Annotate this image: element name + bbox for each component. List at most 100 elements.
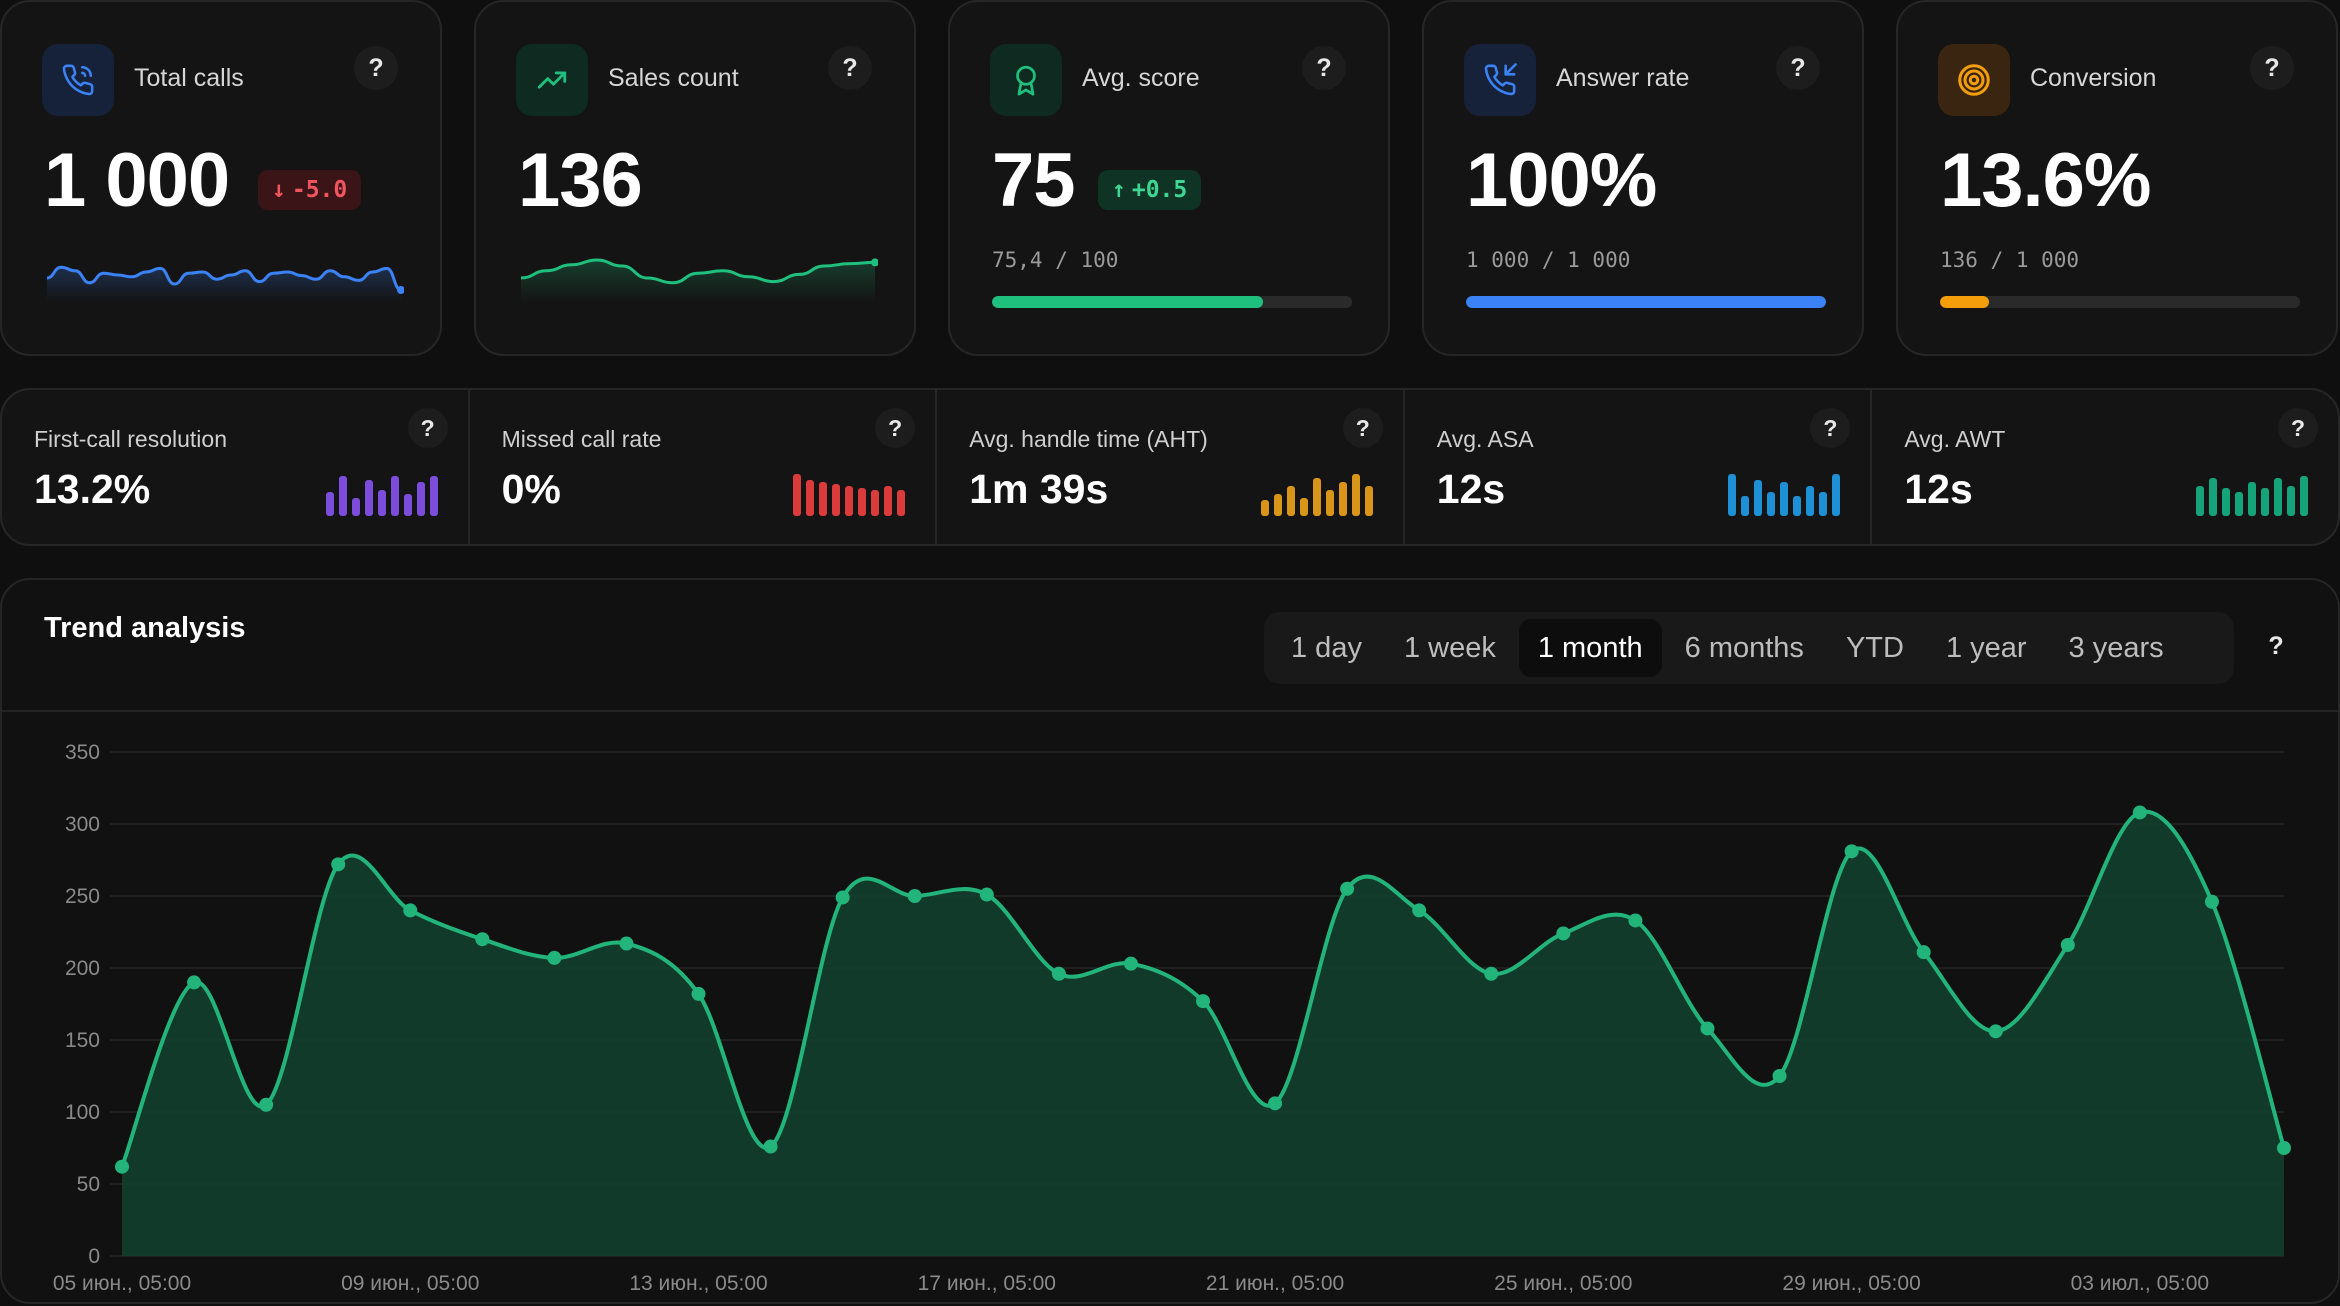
data-point[interactable] [907,889,922,903]
data-point[interactable] [1700,1021,1715,1036]
mini-bar [1312,478,1321,516]
y-tick-label: 300 [65,813,100,836]
mini-bar [2273,478,2282,516]
x-tick-label: 03 июл., 05:00 [2071,1272,2210,1295]
help-button[interactable]: ? [1776,46,1820,90]
data-point[interactable] [2204,894,2219,909]
data-point[interactable] [547,950,562,965]
mini-bar [1728,474,1737,516]
help-button[interactable]: ? [1342,408,1383,448]
mini-bar [1260,500,1269,516]
metric-title: Avg. handle time (AHT) [969,426,1208,452]
data-point[interactable] [1844,844,1859,859]
data-point[interactable] [1196,994,1210,1009]
data-point[interactable] [115,1159,129,1174]
target-icon [1938,44,2010,116]
help-button[interactable]: ? [354,46,398,90]
help-button[interactable]: ? [1302,46,1346,90]
phone-incoming-icon [1464,44,1536,116]
trend-help-button[interactable]: ? [2268,631,2284,660]
data-point[interactable] [2277,1141,2291,1155]
data-point[interactable] [1268,1096,1283,1111]
y-tick-label: 350 [65,741,100,764]
mini-bar [2260,488,2269,516]
mini-bar [377,490,386,516]
data-point[interactable] [1484,966,1499,981]
progress-fill [1940,296,1989,308]
data-point[interactable] [2060,937,2075,952]
mini-bar [364,480,373,516]
mini-bar [2208,478,2217,516]
data-point[interactable] [763,1139,778,1154]
metric-avg-asa: Avg. ASA 12s ? [1405,390,1873,544]
data-point[interactable] [259,1097,274,1112]
kpi-title: Conversion [2030,64,2157,92]
series-line [120,809,2286,1168]
metric-first-call-resolution: First-call resolution 13.2% ? [2,390,470,544]
mini-bar [1325,490,1334,516]
help-button[interactable]: ? [1810,408,1851,448]
mini-bar [1299,498,1308,516]
kpi-value: 75 [992,138,1076,223]
data-point[interactable] [1340,881,1355,896]
mini-bar [325,492,334,516]
mini-bar [871,490,880,516]
data-point[interactable] [835,890,850,905]
mini-bar [2195,486,2204,516]
kpi-card-avg-score: Avg. score? 75 ↑ +0.5 75,4 / 100 [948,0,1390,356]
data-point[interactable] [1412,903,1427,918]
arrow-up-icon: ↑ [1112,177,1126,203]
period-tab-1-month[interactable]: 1 month [1518,619,1662,677]
metric-title: Avg. AWT [1904,426,2006,452]
mini-bar [1780,482,1789,516]
data-point[interactable] [403,903,418,918]
data-point[interactable] [979,887,994,902]
mini-bar [1819,492,1828,516]
y-tick-label: 100 [65,1101,100,1124]
x-tick-label: 13 июн., 05:00 [629,1272,767,1295]
data-point[interactable] [331,857,346,872]
metrics-row: First-call resolution 13.2% ? Missed cal… [0,388,2340,546]
data-point[interactable] [2132,805,2147,820]
mini-bar [2234,492,2243,516]
period-tab-6-months[interactable]: 6 months [1684,631,1804,664]
data-point[interactable] [1988,1024,2003,1039]
mini-bar [1351,474,1360,516]
help-button[interactable]: ? [2250,46,2294,90]
mini-bar [416,482,425,516]
data-point[interactable] [1051,966,1066,981]
x-tick-label: 17 июн., 05:00 [918,1272,1056,1295]
mini-bar-chart [1260,468,1373,516]
period-tab-1-year[interactable]: 1 year [1945,631,2027,664]
trend-heading: Trend analysis [44,612,246,644]
data-point[interactable] [475,932,490,947]
mini-bar [806,480,815,516]
mini-bar-chart [1728,468,1841,516]
period-tab-1-week[interactable]: 1 week [1403,631,1496,664]
progress-bar [992,296,1352,308]
period-tab-ytd[interactable]: YTD [1845,631,1904,664]
data-point[interactable] [1123,956,1138,971]
help-button[interactable]: ? [2277,408,2318,448]
data-point[interactable] [187,975,202,990]
data-point[interactable] [1916,945,1931,960]
mini-bar [1793,496,1802,516]
mini-bar [1832,474,1841,516]
period-tab-1-day[interactable]: 1 day [1291,631,1362,664]
period-tab-3-years[interactable]: 3 years [2068,631,2164,664]
delta-badge-up: ↑ +0.5 [1098,170,1202,210]
mini-bar [1273,494,1282,516]
data-point[interactable] [1628,913,1643,928]
data-point[interactable] [1772,1069,1787,1083]
mini-bar-chart [2195,468,2308,516]
mini-bar [819,482,828,516]
help-button[interactable]: ? [875,408,916,448]
data-point[interactable] [691,986,706,1001]
metric-avg-handle-time: Avg. handle time (AHT) 1m 39s ? [937,390,1405,544]
area-fill [122,811,2284,1256]
help-button[interactable]: ? [828,46,872,90]
data-point[interactable] [619,936,634,951]
help-button[interactable]: ? [407,408,448,448]
mini-bar [832,484,841,516]
data-point[interactable] [1556,926,1571,941]
